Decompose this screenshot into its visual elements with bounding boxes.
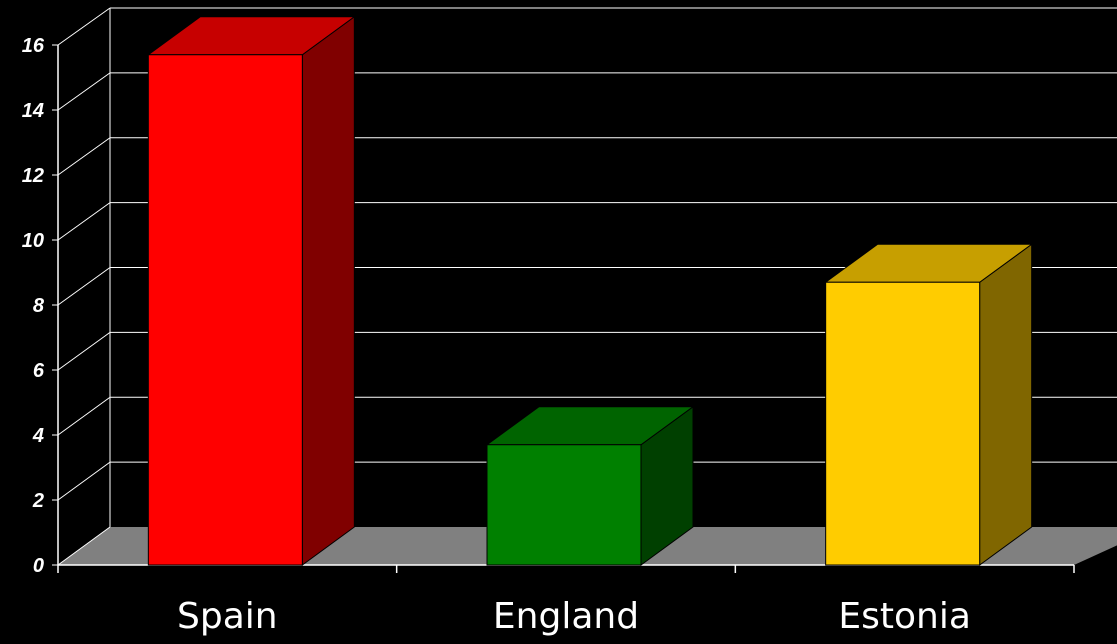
y-tick-label: 14 <box>22 100 44 122</box>
bar-front-face <box>147 54 303 566</box>
y-tick-label: 4 <box>32 425 44 447</box>
x-category-label: England <box>493 596 639 637</box>
side-wall-gridline <box>57 202 111 241</box>
side-wall-gridline <box>57 396 111 436</box>
side-wall-gridline <box>57 267 111 306</box>
bar-front-face <box>825 281 981 566</box>
bar-front-face <box>486 444 642 566</box>
labels-layer: 0 2 4 6 8 10 12 14 16 Spain England Estonia <box>22 35 971 637</box>
side-wall-gridline <box>57 72 111 111</box>
y-tick-label: 8 <box>33 295 45 317</box>
bars-layer <box>146 15 1034 566</box>
y-tick-label: 10 <box>22 230 44 252</box>
bar-estonia <box>824 243 1034 566</box>
y-tick-label: 6 <box>33 360 45 382</box>
bar-side-face <box>301 15 355 566</box>
y-tick-label: 12 <box>22 165 44 187</box>
side-wall-gridline <box>57 526 111 566</box>
y-tick-label: 16 <box>22 35 45 57</box>
bar-england <box>485 405 695 566</box>
side-wall-gridline <box>57 461 111 501</box>
y-tick-label: 0 <box>33 555 44 577</box>
side-wall-gridline <box>57 137 111 176</box>
x-category-label: Spain <box>177 596 278 637</box>
side-wall-gridline <box>57 7 111 46</box>
side-wall-gridline <box>57 331 111 371</box>
y-tick-label: 2 <box>32 490 44 512</box>
bar-side-face <box>979 243 1033 566</box>
bar-spain <box>146 15 356 566</box>
x-category-label: Estonia <box>838 596 971 637</box>
